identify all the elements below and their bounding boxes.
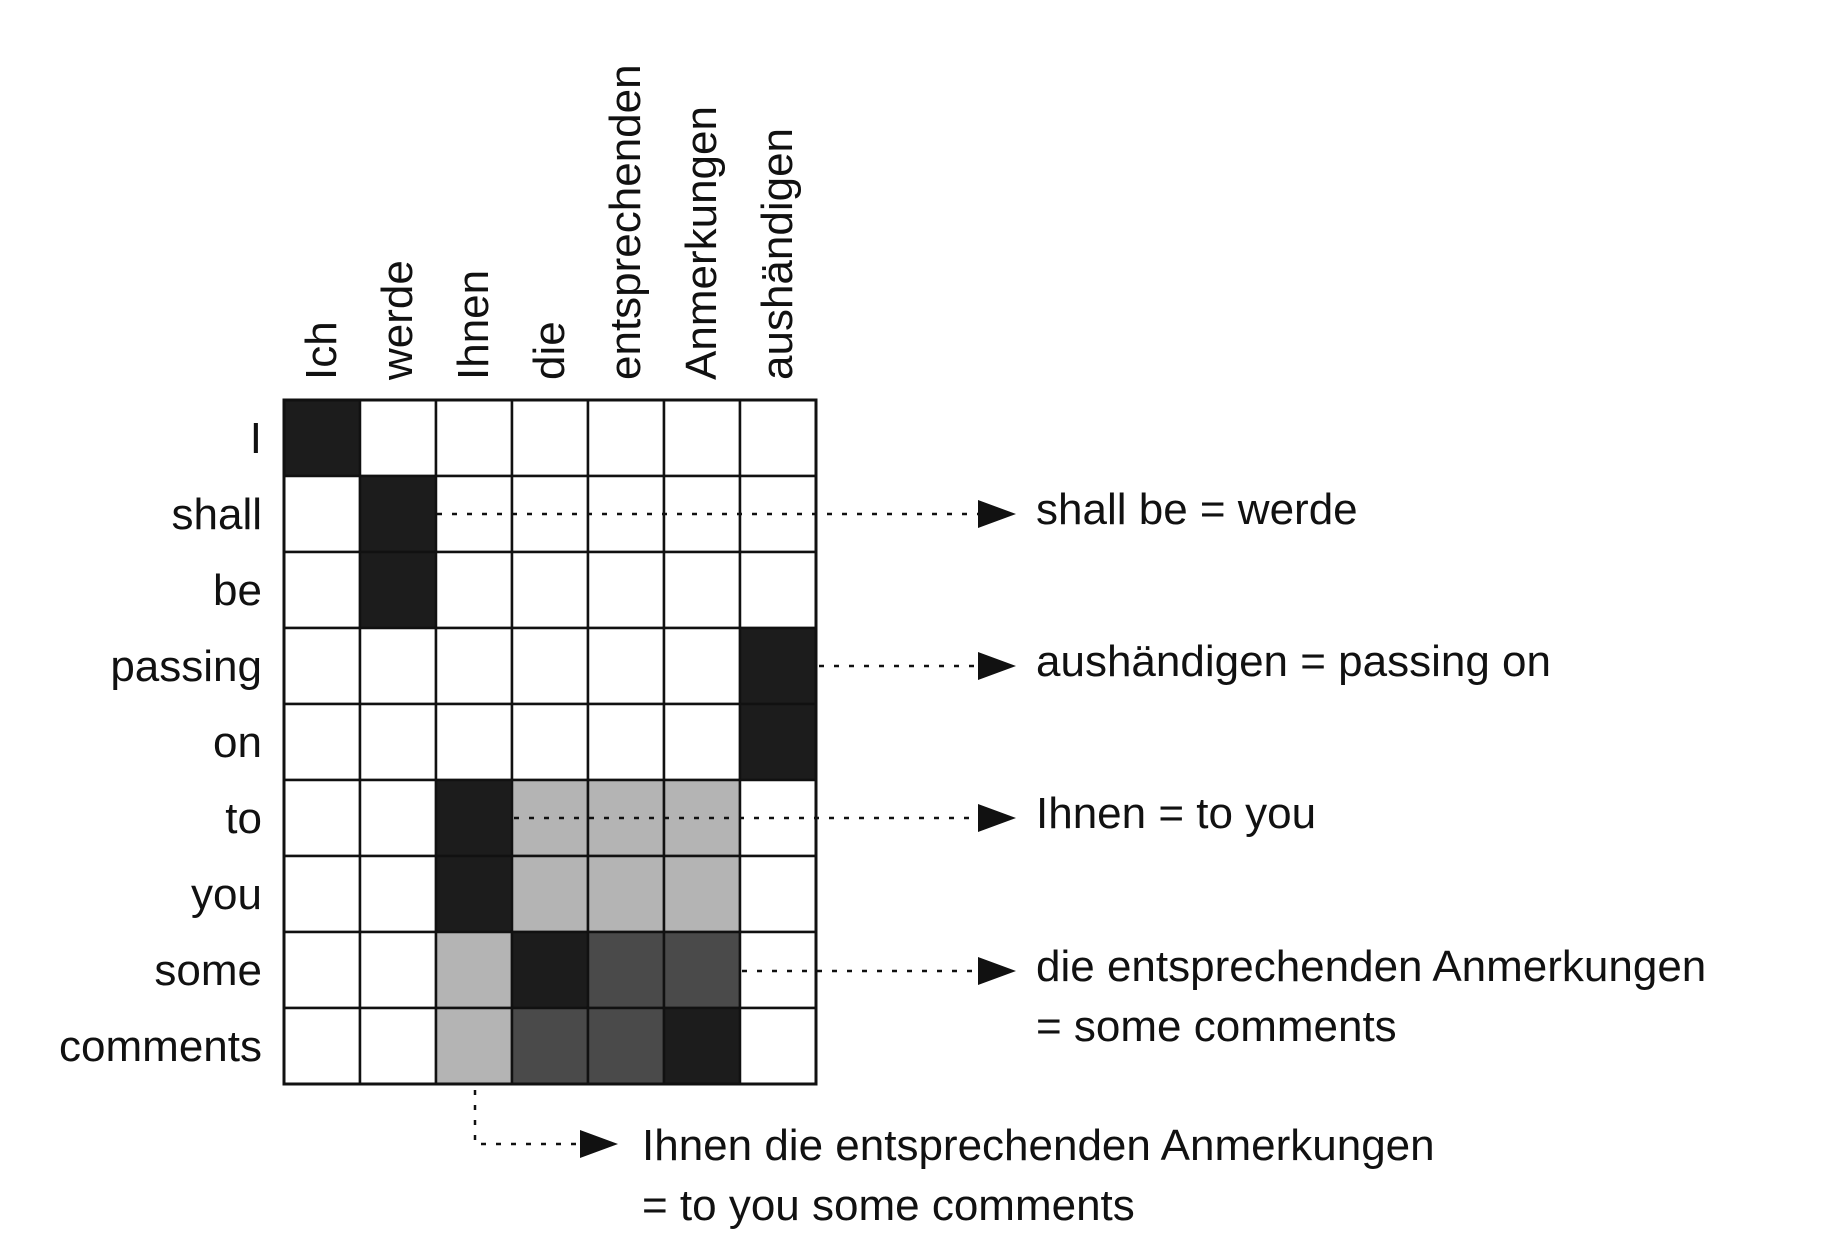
alignment-cell-on-ihnen [434, 702, 514, 782]
alignment-cell-you-entsprechenden [586, 854, 666, 934]
callout-shall-be-line-1: shall be = werde [1036, 485, 1358, 534]
callout-leaders [437, 500, 1016, 1158]
alignment-cell-on-entsprechenden [586, 702, 666, 782]
alignment-cell-some-werde [358, 930, 438, 1010]
source-word-entsprechenden: entsprechenden [601, 64, 650, 380]
alignment-cell-be-die [510, 550, 590, 630]
alignment-cell-i-anmerkungen [662, 398, 742, 478]
alignment-cell-comments-die [510, 1006, 590, 1086]
source-word-ihnen: Ihnen [449, 270, 498, 380]
alignment-cell-shall-entsprechenden [586, 474, 666, 554]
alignment-cell-to-aushandigen [738, 778, 818, 858]
alignment-cell-you-die [510, 854, 590, 934]
target-word-comments: comments [59, 1022, 262, 1071]
alignment-cell-to-werde [358, 778, 438, 858]
alignment-cell-to-ich [282, 778, 362, 858]
alignment-cell-some-entsprechenden [586, 930, 666, 1010]
alignment-cell-passing-werde [358, 626, 438, 706]
alignment-cell-you-ihnen [434, 854, 514, 934]
alignment-cell-you-aushandigen [738, 854, 818, 934]
alignment-cell-passing-entsprechenden [586, 626, 666, 706]
alignment-cell-i-werde [358, 398, 438, 478]
alignment-cell-you-ich [282, 854, 362, 934]
alignment-cell-passing-aushandigen [738, 626, 818, 706]
source-word-werde: werde [373, 260, 422, 381]
callout-die-entsprechenden-line-2: = some comments [1036, 1002, 1397, 1051]
target-word-you: you [191, 870, 262, 919]
alignment-cell-i-entsprechenden [586, 398, 666, 478]
alignment-cell-you-werde [358, 854, 438, 934]
alignment-cell-you-anmerkungen [662, 854, 742, 934]
alignment-cell-i-ihnen [434, 398, 514, 478]
target-word-be: be [213, 566, 262, 615]
arrow-icon [978, 500, 1016, 528]
alignment-cell-shall-werde [358, 474, 438, 554]
alignment-cell-shall-aushandigen [738, 474, 818, 554]
arrow-icon [978, 804, 1016, 832]
alignment-cell-shall-anmerkungen [662, 474, 742, 554]
alignment-cell-passing-anmerkungen [662, 626, 742, 706]
alignment-cell-comments-aushandigen [738, 1006, 818, 1086]
callout-texts: shall be = werde aushändigen = passing on… [642, 485, 1706, 1230]
alignment-cell-be-werde [358, 550, 438, 630]
alignment-cell-i-die [510, 398, 590, 478]
target-word-passing: passing [110, 642, 262, 691]
arrow-icon [580, 1130, 618, 1158]
alignment-cell-shall-ich [282, 474, 362, 554]
leader-line-ihnen-die [473, 1090, 580, 1146]
alignment-cell-on-aushandigen [738, 702, 818, 782]
grid-border [282, 398, 818, 1086]
alignment-cell-be-ihnen [434, 550, 514, 630]
alignment-grid [282, 398, 818, 1086]
alignment-cell-i-aushandigen [738, 398, 818, 478]
alignment-cell-some-ihnen [434, 930, 514, 1010]
alignment-cell-be-entsprechenden [586, 550, 666, 630]
alignment-cell-some-die [510, 930, 590, 1010]
callout-ihnen-die-line-2: = to you some comments [642, 1181, 1135, 1230]
alignment-cell-comments-werde [358, 1006, 438, 1086]
alignment-cell-on-werde [358, 702, 438, 782]
alignment-cell-on-die [510, 702, 590, 782]
alignment-cell-comments-ich [282, 1006, 362, 1086]
alignment-cell-to-ihnen [434, 778, 514, 858]
source-word-die: die [525, 321, 574, 380]
alignment-cell-comments-anmerkungen [662, 1006, 742, 1086]
arrow-icon [978, 652, 1016, 680]
alignment-cell-be-aushandigen [738, 550, 818, 630]
alignment-cell-on-anmerkungen [662, 702, 742, 782]
alignment-cell-passing-ihnen [434, 626, 514, 706]
alignment-cell-some-ich [282, 930, 362, 1010]
alignment-cell-comments-ihnen [434, 1006, 514, 1086]
target-word-i: I [250, 414, 262, 463]
alignment-cell-on-ich [282, 702, 362, 782]
alignment-cell-be-ich [282, 550, 362, 630]
target-word-on: on [213, 718, 262, 767]
callout-die-entsprechenden-line-1: die entsprechenden Anmerkungen [1036, 942, 1706, 991]
source-word-anmerkungen: Anmerkungen [677, 106, 726, 380]
callout-aushaendigen-line-1: aushändigen = passing on [1036, 637, 1551, 686]
callout-ihnen-line-1: Ihnen = to you [1036, 789, 1316, 838]
target-word-to: to [225, 794, 262, 843]
source-word-ich: Ich [297, 321, 346, 380]
callout-ihnen-die-line-1: Ihnen die entsprechenden Anmerkungen [642, 1121, 1435, 1170]
alignment-cell-be-anmerkungen [662, 550, 742, 630]
target-word-shall: shall [172, 490, 263, 539]
alignment-cell-comments-entsprechenden [586, 1006, 666, 1086]
source-word-aushandigen: aushändigen [753, 128, 802, 380]
alignment-cell-some-anmerkungen [662, 930, 742, 1010]
alignment-cell-passing-die [510, 626, 590, 706]
alignment-cell-i-ich [282, 398, 362, 478]
target-word-some: some [154, 946, 262, 995]
source-word-labels: Ich werde Ihnen die entsprechenden Anmerkunge… [297, 64, 802, 381]
alignment-cell-passing-ich [282, 626, 362, 706]
arrow-icon [978, 957, 1016, 985]
